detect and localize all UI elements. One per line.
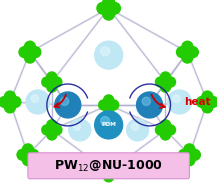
- Circle shape: [106, 102, 111, 108]
- Circle shape: [155, 125, 165, 135]
- Circle shape: [196, 97, 207, 107]
- Circle shape: [47, 120, 57, 130]
- Circle shape: [30, 47, 41, 58]
- Circle shape: [22, 155, 33, 166]
- Circle shape: [145, 95, 155, 105]
- Circle shape: [52, 125, 62, 135]
- Circle shape: [184, 155, 195, 166]
- Circle shape: [185, 49, 190, 55]
- Text: PW$_{12}$@NU-1000: PW$_{12}$@NU-1000: [54, 159, 163, 174]
- Circle shape: [187, 152, 192, 158]
- Circle shape: [104, 162, 114, 172]
- Circle shape: [26, 90, 50, 114]
- Circle shape: [28, 149, 39, 160]
- Circle shape: [55, 92, 81, 118]
- Circle shape: [5, 102, 15, 113]
- Circle shape: [63, 95, 73, 105]
- Circle shape: [104, 105, 114, 115]
- Circle shape: [68, 100, 78, 110]
- Circle shape: [42, 125, 52, 135]
- Circle shape: [47, 82, 57, 92]
- Circle shape: [7, 99, 13, 105]
- Circle shape: [150, 100, 160, 110]
- Circle shape: [109, 167, 119, 177]
- Circle shape: [5, 91, 15, 102]
- Circle shape: [127, 119, 148, 141]
- Circle shape: [25, 152, 31, 158]
- Circle shape: [184, 144, 195, 155]
- Circle shape: [95, 111, 123, 139]
- Circle shape: [182, 52, 193, 63]
- Circle shape: [103, 0, 114, 8]
- Circle shape: [142, 97, 150, 105]
- Circle shape: [73, 123, 80, 130]
- Circle shape: [182, 41, 193, 52]
- Circle shape: [147, 102, 152, 108]
- Circle shape: [17, 149, 28, 160]
- Circle shape: [165, 125, 175, 135]
- Circle shape: [160, 82, 170, 92]
- Circle shape: [24, 52, 35, 63]
- Circle shape: [104, 172, 114, 182]
- Text: POM: POM: [101, 122, 116, 127]
- Circle shape: [42, 77, 52, 87]
- Circle shape: [103, 8, 114, 20]
- Circle shape: [65, 102, 70, 108]
- Circle shape: [52, 77, 62, 87]
- Circle shape: [207, 97, 218, 107]
- Circle shape: [163, 127, 168, 132]
- Circle shape: [177, 47, 187, 58]
- Circle shape: [69, 119, 91, 141]
- Circle shape: [189, 149, 200, 160]
- Circle shape: [165, 77, 175, 87]
- Circle shape: [160, 130, 170, 140]
- Circle shape: [24, 41, 35, 52]
- Circle shape: [202, 91, 213, 102]
- Circle shape: [31, 95, 39, 102]
- Circle shape: [109, 100, 119, 110]
- Circle shape: [47, 130, 57, 140]
- Circle shape: [49, 127, 54, 132]
- Circle shape: [163, 80, 168, 84]
- Circle shape: [60, 97, 69, 105]
- Circle shape: [137, 92, 162, 118]
- Circle shape: [179, 149, 189, 160]
- Circle shape: [106, 5, 112, 11]
- Circle shape: [205, 99, 210, 105]
- Circle shape: [109, 2, 120, 14]
- Circle shape: [22, 144, 33, 155]
- Circle shape: [145, 105, 155, 115]
- Circle shape: [58, 100, 68, 110]
- Circle shape: [202, 102, 213, 113]
- Circle shape: [19, 47, 30, 58]
- Circle shape: [106, 169, 111, 174]
- Circle shape: [167, 90, 191, 114]
- Circle shape: [155, 77, 165, 87]
- FancyBboxPatch shape: [28, 153, 189, 179]
- Circle shape: [49, 80, 54, 84]
- Circle shape: [10, 97, 21, 107]
- Circle shape: [63, 105, 73, 115]
- Circle shape: [99, 100, 109, 110]
- Text: heat: heat: [184, 97, 211, 107]
- Circle shape: [99, 167, 109, 177]
- Circle shape: [187, 47, 198, 58]
- Circle shape: [27, 49, 33, 55]
- Circle shape: [173, 95, 180, 102]
- Circle shape: [0, 97, 10, 107]
- Circle shape: [97, 2, 109, 14]
- Circle shape: [160, 72, 170, 82]
- Circle shape: [95, 41, 123, 69]
- Circle shape: [47, 72, 57, 82]
- Circle shape: [160, 120, 170, 130]
- Circle shape: [104, 95, 114, 105]
- Circle shape: [101, 47, 110, 56]
- Circle shape: [131, 123, 138, 130]
- Circle shape: [140, 100, 150, 110]
- Circle shape: [101, 117, 110, 125]
